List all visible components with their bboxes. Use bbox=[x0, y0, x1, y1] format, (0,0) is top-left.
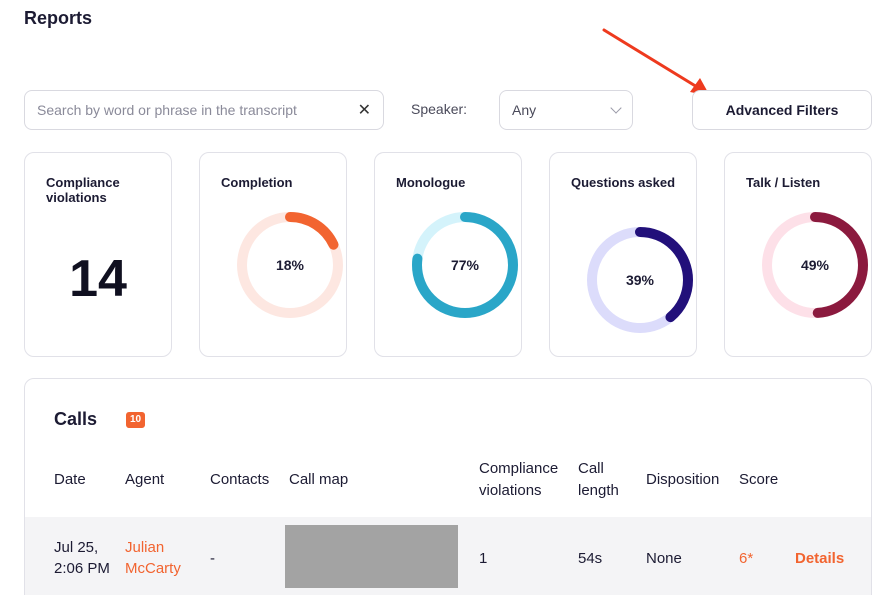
completion-donut bbox=[237, 212, 343, 318]
row-agent-link[interactable]: Julian McCarty bbox=[125, 537, 181, 579]
metric-title: Monologue bbox=[396, 175, 466, 190]
speaker-label: Speaker: bbox=[411, 101, 468, 117]
row-disposition: None bbox=[646, 550, 682, 567]
column-header-score[interactable]: Score bbox=[739, 471, 779, 488]
chevron-down-icon bbox=[610, 102, 622, 114]
metric-card-questions: Questions asked 39% bbox=[549, 152, 697, 357]
page-title: Reports bbox=[24, 8, 93, 28]
row-date-line1: Jul 25, bbox=[54, 539, 99, 556]
row-details-link[interactable]: Details bbox=[795, 550, 845, 567]
search-input[interactable] bbox=[37, 102, 358, 118]
row-date-line2: 2:06 PM bbox=[54, 560, 110, 577]
compliance-violations-count: 14 bbox=[69, 250, 127, 308]
talk-listen-donut bbox=[762, 212, 868, 318]
monologue-donut bbox=[412, 212, 518, 318]
calls-panel: Calls 10 Date Agent Contacts Call map Co… bbox=[24, 378, 872, 595]
completion-percent: 18% bbox=[275, 257, 305, 273]
close-icon[interactable]: ✕ bbox=[357, 102, 371, 119]
row-agent-line1: Julian bbox=[125, 539, 165, 556]
row-contacts: - bbox=[210, 550, 215, 567]
column-header-compliance[interactable]: Compliance violations bbox=[479, 458, 558, 502]
column-header-call-length[interactable]: Call length bbox=[578, 458, 619, 502]
metric-card-compliance: Compliance violations 14 bbox=[24, 152, 172, 357]
advanced-filters-button[interactable]: Advanced Filters bbox=[692, 90, 872, 130]
column-header-disposition[interactable]: Disposition bbox=[646, 471, 720, 488]
column-header-date[interactable]: Date bbox=[54, 471, 86, 488]
metric-card-completion: Completion 18% bbox=[199, 152, 347, 357]
column-header-agent[interactable]: Agent bbox=[125, 471, 165, 488]
questions-percent: 39% bbox=[625, 272, 655, 288]
donut-arc bbox=[587, 227, 693, 333]
speaker-select-value: Any bbox=[512, 102, 537, 118]
metric-title: Questions asked bbox=[571, 175, 676, 190]
search-field[interactable]: ✕ bbox=[24, 90, 384, 130]
monologue-percent: 77% bbox=[450, 257, 480, 273]
metric-title: Compliance violations bbox=[46, 175, 120, 205]
column-header-compliance-line1: Compliance bbox=[479, 460, 559, 477]
metric-card-talk-listen: Talk / Listen 49% bbox=[724, 152, 872, 357]
donut-arc bbox=[412, 212, 518, 318]
row-compliance: 1 bbox=[479, 550, 488, 567]
speaker-select[interactable]: Any bbox=[499, 90, 633, 130]
column-header-call-map[interactable]: Call map bbox=[289, 471, 349, 488]
row-call-length: 54s bbox=[578, 550, 603, 567]
talk-listen-percent: 49% bbox=[800, 257, 830, 273]
column-header-length-line2: length bbox=[578, 482, 619, 499]
calls-count-badge: 10 bbox=[126, 412, 146, 428]
questions-donut bbox=[587, 227, 693, 333]
column-header-compliance-line2: violations bbox=[479, 482, 542, 499]
donut-arc bbox=[762, 212, 868, 318]
call-map-image[interactable] bbox=[285, 525, 458, 588]
row-agent-line2: McCarty bbox=[125, 560, 181, 577]
metric-title: Completion bbox=[221, 175, 293, 190]
column-header-contacts[interactable]: Contacts bbox=[210, 471, 270, 488]
donut-arc bbox=[237, 212, 343, 318]
calls-title: Calls bbox=[54, 409, 98, 429]
row-date: Jul 25, 2:06 PM bbox=[54, 537, 110, 579]
row-score: 6* bbox=[739, 550, 754, 567]
annotation-arrow bbox=[602, 28, 710, 96]
column-header-length-line1: Call bbox=[578, 460, 604, 477]
metric-card-monologue: Monologue 77% bbox=[374, 152, 522, 357]
metric-title: Talk / Listen bbox=[746, 175, 821, 190]
